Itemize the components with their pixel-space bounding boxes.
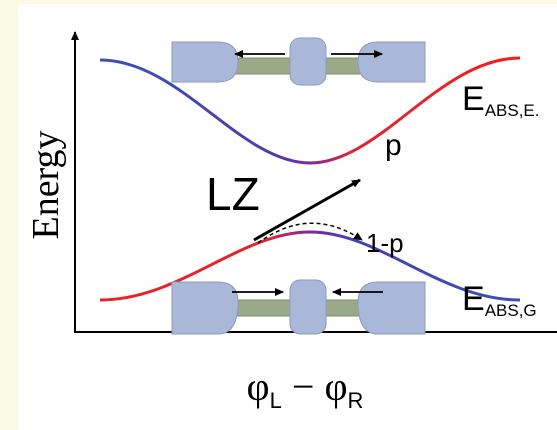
subscript: L — [270, 388, 282, 413]
symbol: E — [462, 280, 485, 318]
p-label: p — [385, 129, 402, 162]
diagram: p LZ 1-p EABS,E. EABS,G Energy φL−φR — [0, 0, 557, 430]
subscript: ABS,E. — [485, 101, 540, 120]
lz-label: LZ — [206, 168, 260, 220]
subscript: R — [348, 388, 364, 413]
device-bottom — [172, 280, 425, 334]
device-top — [172, 38, 425, 85]
symbol: E — [462, 80, 485, 118]
symbol: φ — [324, 364, 347, 409]
symbol: φ — [247, 364, 270, 409]
page: p LZ 1-p EABS,E. EABS,G Energy φL−φR (()… — [0, 0, 557, 430]
operator: − — [292, 364, 315, 409]
y-axis-label: Energy — [25, 130, 67, 239]
one-minus-p-label: 1-p — [366, 228, 404, 258]
x-axis-label: φL−φR — [247, 364, 364, 413]
subscript: ABS,G — [485, 301, 537, 320]
